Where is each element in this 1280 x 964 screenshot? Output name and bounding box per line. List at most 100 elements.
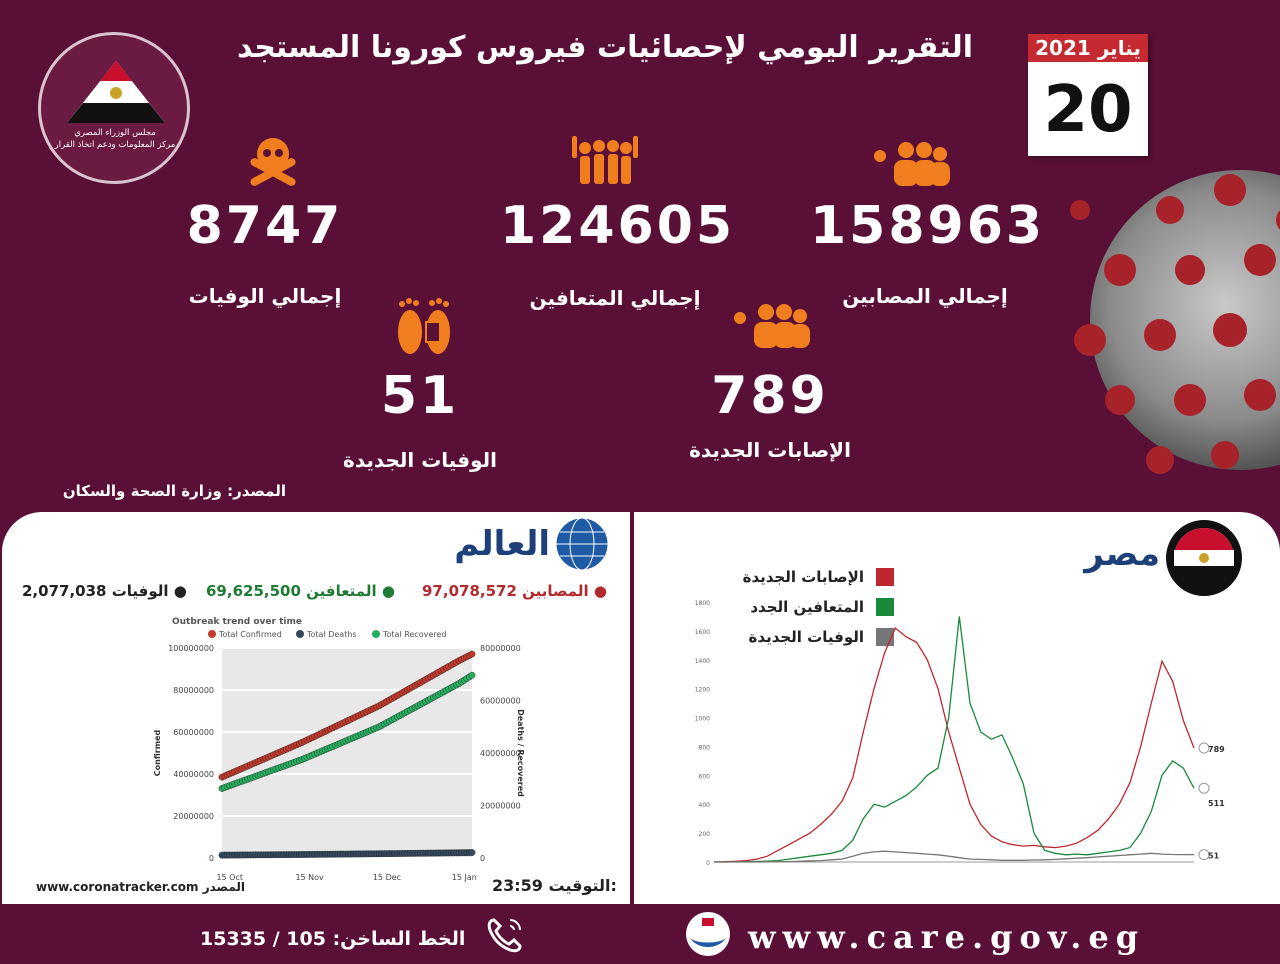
- data-point: [468, 650, 476, 658]
- end-marker: [1198, 742, 1210, 754]
- world-stats-row: 97,078,572 المصابين ● 69,625,500 المتعاف…: [20, 582, 628, 604]
- egypt-flag-ring-icon: [1166, 520, 1242, 596]
- world-cases: 97,078,572 المصابين ●: [422, 582, 607, 600]
- y-tick-label: 1200: [695, 687, 710, 694]
- egypt-legend-cases-swatch: [876, 568, 894, 586]
- y2-tick-label: 60000000: [480, 697, 521, 706]
- y-tick-label: 20000000: [173, 812, 214, 821]
- series-line-2: [714, 850, 1194, 863]
- plot-background: [222, 648, 472, 858]
- egypt-legend-deaths: الوفيات الجديدة: [748, 628, 864, 646]
- world-deaths-value: 2,077,038: [22, 582, 107, 600]
- website-link[interactable]: www.care.gov.eg: [748, 918, 1146, 956]
- egypt-chart-axes: 0 200 400 600 800 1000 1200 1400 1600 1800: [695, 600, 1194, 867]
- legend-label: Total Recovered: [382, 630, 446, 639]
- y2-tick-label: 40000000: [480, 749, 521, 758]
- egypt-flag-triangle-icon: [67, 61, 165, 123]
- y-tick-label: 800: [699, 744, 711, 751]
- total-cases-label: إجمالي المصابين: [842, 284, 1008, 308]
- y-tick-label: 0: [209, 854, 214, 863]
- world-source-site[interactable]: www.coronatracker.com: [36, 880, 199, 894]
- cabinet-idsc-logo: مجلس الوزراء المصري مركز المعلومات ودعم …: [38, 32, 190, 184]
- world-source: www.coronatracker.com المصدر: [36, 880, 276, 894]
- egypt-daily-chart: 0 200 400 600 800 1000 1200 1400 1600 1800 789 511…: [695, 600, 1225, 867]
- world-deaths: 2,077,038 الوفيات ●: [22, 582, 187, 600]
- legend-label: Total Deaths: [306, 630, 357, 639]
- x-tick-label: 15 Jan: [452, 873, 477, 882]
- world-cases-label: المصابين: [522, 582, 589, 600]
- world-cases-value: 97,078,572: [422, 582, 517, 600]
- y2-tick-label: 80000000: [480, 644, 521, 653]
- series-line-1: [714, 616, 1195, 863]
- data-point: [468, 671, 476, 679]
- x-tick-label: 15 Dec: [373, 873, 401, 882]
- legend-swatch: [208, 630, 216, 638]
- report-header-area: مجلس الوزراء المصري مركز المعلومات ودعم …: [38, 30, 1280, 500]
- coronavirus-image: [1070, 170, 1280, 474]
- y2-axis-label: Deaths / Recovered: [516, 709, 525, 797]
- people-raised-hands-icon: [572, 136, 638, 184]
- total-cases-value: 158963: [810, 196, 1046, 256]
- end-value-label: 511: [1208, 799, 1225, 808]
- data-source-text: المصدر: وزارة الصحة والسكان: [62, 482, 286, 500]
- world-time-value: 23:59: [492, 876, 543, 895]
- egypt-panel: مصر الإصابات الجديدة المتعافين الجدد الو…: [634, 512, 1280, 904]
- egypt-legend-cases: الإصابات الجديدة: [742, 568, 864, 586]
- legend-swatch: [296, 630, 304, 638]
- end-marker: [1198, 849, 1210, 861]
- end-value-label: 51: [1208, 852, 1220, 861]
- world-chart-legend: Total Confirmed Total Deaths Total Recover…: [208, 630, 446, 639]
- y-tick-label: 1600: [695, 629, 710, 636]
- y-axis-label: Confirmed: [153, 730, 162, 777]
- series-total-deaths: [218, 849, 476, 859]
- egypt-chart-lines: [713, 616, 1195, 863]
- egypt-title: مصر: [1084, 534, 1160, 574]
- series-total-recovered: [218, 671, 476, 792]
- y-tick-label: 200: [699, 831, 711, 838]
- world-chart-title: Outbreak trend over time: [172, 617, 302, 627]
- world-title: العالم: [454, 524, 550, 564]
- y-tick-label: 1400: [695, 658, 710, 665]
- care-logo-icon: [686, 912, 730, 956]
- x-tick-label: 15 Nov: [295, 873, 324, 882]
- logo-line1: مجلس الوزراء المصري: [74, 128, 156, 138]
- total-deaths-label: إجمالي الوفيات: [188, 284, 342, 308]
- total-recovered-value: 124605: [500, 196, 736, 256]
- total-deaths-value: 8747: [186, 196, 344, 256]
- globe-icon: [555, 517, 609, 571]
- world-recovered-label: المتعافين: [306, 582, 377, 600]
- y-tick-label: 1800: [695, 600, 710, 607]
- total-recovered-label: إجمالي المتعافين: [529, 286, 701, 310]
- phone-icon: [487, 918, 522, 953]
- world-time: 23:59 التوقيت:: [492, 876, 622, 895]
- y-tick-label: 600: [699, 773, 711, 780]
- y-tick-label: 1000: [695, 716, 710, 723]
- hotline-text: الخط الساخن: 105 / 15335: [200, 928, 466, 950]
- y-tick-label: 0: [706, 860, 710, 867]
- world-chart-lines: [218, 650, 476, 859]
- new-deaths-label: الوفيات الجديدة: [343, 448, 497, 472]
- date-calendar: يناير 2021 20: [1028, 34, 1148, 156]
- world-recovered: 69,625,500 المتعافين ●: [206, 582, 395, 600]
- world-chart-grid: 0 20000000 40000000 60000000 80000000 1000000…: [153, 644, 525, 882]
- y-tick-label: 400: [699, 802, 711, 809]
- egypt-legend-recovered: المتعافين الجدد: [750, 598, 864, 616]
- world-deaths-label: الوفيات: [111, 582, 169, 600]
- footer-bar: الخط الساخن: 105 / 15335 www.care.gov.eg: [0, 904, 1280, 964]
- y-tick-label: 80000000: [173, 686, 214, 695]
- feet-tag-icon: [398, 298, 450, 354]
- world-time-label: التوقيت:: [548, 876, 617, 895]
- calendar-month-year: يناير 2021: [1028, 34, 1148, 62]
- y2-tick-label: 20000000: [480, 802, 521, 811]
- legend-label: Total Confirmed: [218, 630, 282, 639]
- new-cases-value: 789: [711, 366, 829, 426]
- calendar-day: 20: [1043, 73, 1133, 147]
- skull-crossbones-icon: [250, 138, 296, 186]
- people-virus-icon-2: [734, 304, 810, 348]
- x-tick-label: 15 Oct: [216, 873, 243, 882]
- world-recovered-value: 69,625,500: [206, 582, 301, 600]
- legend-swatch: [372, 630, 380, 638]
- y-tick-label: 60000000: [173, 728, 214, 737]
- y-tick-label: 40000000: [173, 770, 214, 779]
- y2-tick-label: 0: [480, 854, 485, 863]
